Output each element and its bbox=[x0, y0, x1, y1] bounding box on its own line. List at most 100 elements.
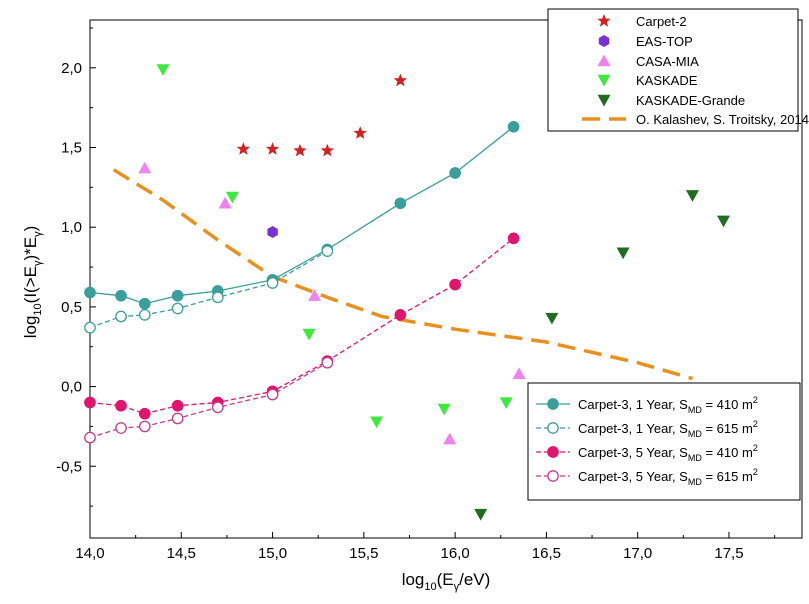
carpet-3-1-year-s-md-410-m-2-point bbox=[115, 289, 127, 302]
y-tick-label: 1,5 bbox=[61, 140, 82, 157]
casa-mia-point bbox=[443, 432, 457, 445]
carpet-3-1-year-s-md-410-m-2-point bbox=[449, 167, 461, 179]
x-tick-label: 15,5 bbox=[349, 545, 378, 562]
y-tick-label: 2,0 bbox=[61, 60, 82, 77]
legend-bottom-2-sup: 2 bbox=[753, 443, 758, 453]
carpet-3-5-year-s-md-615-m-2-point bbox=[84, 431, 96, 444]
legend-bottom-label-1: Carpet-3, 1 Year, SMD = 615 m2 bbox=[578, 419, 758, 439]
legend-top-label-5: O. Kalashev, S. Troitsky, 2014 bbox=[636, 112, 809, 127]
carpet-2-point bbox=[293, 143, 307, 157]
x-tick-label: 17,0 bbox=[623, 545, 652, 562]
legend-bottom-3-pre: Carpet-3, 5 Year, S bbox=[578, 469, 688, 484]
legend-top-label-4: KASKADE-Grande bbox=[636, 93, 745, 108]
carpet-3-1-year-s-md-410-m-2-point bbox=[507, 120, 520, 133]
carpet-3-5-year-s-md-615-m-2-point bbox=[321, 356, 334, 369]
kaskade-point bbox=[437, 403, 451, 416]
y-tick-label: 0,5 bbox=[61, 299, 82, 316]
legend-top-label-3: KASKADE bbox=[636, 73, 698, 88]
axis-ticks: 14,0 14,5 15,0 15,5 16,0 16,5 17,0 17,5 -0,5 0,0 0… bbox=[56, 27, 776, 562]
legend-bottom-0-sup: 2 bbox=[753, 395, 758, 405]
casa-mia-point bbox=[308, 289, 322, 301]
plot-frame bbox=[89, 19, 803, 539]
x-axis-title-sub: γ bbox=[454, 581, 460, 593]
legend-top-label-1: EAS-TOP bbox=[636, 34, 693, 49]
eas-top-point bbox=[267, 226, 278, 238]
y-axis-title: log10(I(>Eγ)*Eγ) bbox=[21, 226, 44, 339]
legend-bottom-0-sub: MD bbox=[688, 405, 702, 415]
legend-bottom-marker-1 bbox=[547, 422, 559, 434]
carpet-3-5-year-s-md-410-m-2-point bbox=[115, 399, 127, 412]
legend-kaskade-marker bbox=[597, 74, 611, 87]
kaskade-grande-point bbox=[474, 508, 488, 521]
carpet-3-1-year-s-md-410-m-2-point bbox=[171, 289, 184, 302]
x-tick-label: 16,0 bbox=[441, 545, 470, 562]
legend-bottom-3-sub: MD bbox=[688, 477, 702, 487]
carpet-3-5-year-s-md-410-m-2-point bbox=[138, 407, 151, 420]
x-axis-title-prefix: log bbox=[402, 570, 425, 589]
legend-top-label-0: Carpet-2 bbox=[636, 14, 687, 29]
carpet-3-1-year-s-md-410-m-2-point bbox=[138, 297, 151, 310]
kaskade-grande-point bbox=[545, 312, 559, 325]
carpet-2-point bbox=[320, 143, 334, 157]
carpet-3-1-year-s-md-615-m-2-point bbox=[138, 309, 151, 321]
carpet-3-5-year-s-md-410-m-2-point bbox=[507, 232, 520, 245]
legend-bottom-1-pre: Carpet-3, 1 Year, S bbox=[578, 421, 688, 436]
legend-top-label-2: CASA-MIA bbox=[636, 54, 699, 69]
y-tick-label: 0,0 bbox=[61, 379, 82, 396]
x-tick-label: 14,0 bbox=[75, 545, 104, 562]
carpet-3-5-year-s-md-410-m-2-point bbox=[449, 278, 461, 291]
carpet-2-point bbox=[353, 126, 367, 139]
carpet-2-point bbox=[265, 142, 280, 155]
casa-mia-point bbox=[138, 161, 152, 174]
carpet-3-1-year-s-md-615-m-2-point bbox=[266, 277, 279, 289]
legend-bottom-1-sup: 2 bbox=[753, 419, 758, 429]
legend-bottom-marker-3 bbox=[547, 470, 559, 482]
y-axis-title-sub2: γ bbox=[32, 231, 44, 237]
legend-carpet-2-marker bbox=[597, 14, 611, 27]
x-axis-title: log10(Eγ/eV) bbox=[402, 570, 491, 593]
legend-bottom-label-2: Carpet-3, 5 Year, SMD = 410 m2 bbox=[578, 443, 758, 463]
legend-bottom-1-post: = 615 m bbox=[702, 421, 753, 436]
x-tick-label: 15,0 bbox=[258, 545, 287, 562]
legend-bottom-1-sub: MD bbox=[688, 429, 702, 439]
y-axis-title-sub1: γ bbox=[32, 260, 44, 266]
legend-bottom-0-pre: Carpet-3, 1 Year, S bbox=[578, 397, 688, 412]
carpet-3-5-year-s-md-410-m-2-line bbox=[89, 237, 514, 415]
x-axis-title-tail: /eV) bbox=[459, 570, 490, 589]
legend-bottom-label-0: Carpet-3, 1 Year, SMD = 410 m2 bbox=[578, 395, 758, 415]
o-kalashev-s-troitsky-2014-line bbox=[112, 168, 693, 381]
carpet-3-5-year-s-md-615-m-2-point bbox=[171, 412, 184, 425]
legend-bottom-2-pre: Carpet-3, 5 Year, S bbox=[578, 445, 688, 460]
legend-bottom-markers bbox=[536, 398, 570, 482]
carpet-3-1-year-s-md-615-m-2-point bbox=[84, 321, 96, 334]
carpet-2-point bbox=[236, 142, 250, 155]
carpet-3-5-year-s-md-410-m-2-point bbox=[84, 396, 96, 409]
legend-bottom-3-sup: 2 bbox=[753, 467, 758, 477]
legend-bottom-0-post: = 410 m bbox=[702, 397, 753, 412]
x-tick-label: 17,5 bbox=[714, 545, 743, 562]
series-layer bbox=[84, 64, 730, 521]
carpet-3-5-year-s-md-615-m-2-point bbox=[138, 420, 151, 433]
carpet-3-1-year-s-md-615-m-2-point bbox=[321, 245, 334, 257]
y-axis-title-a: (I(>E bbox=[21, 266, 40, 303]
carpet-3-5-year-s-md-615-m-2-point bbox=[115, 422, 127, 434]
y-axis-title-prefix: log bbox=[21, 316, 40, 339]
legend-bottom-2-sub: MD bbox=[688, 453, 702, 463]
kaskade-point bbox=[370, 416, 384, 429]
x-axis-title-base: 10 bbox=[424, 581, 436, 593]
carpet-2-point bbox=[393, 73, 407, 87]
kaskade-point bbox=[225, 191, 239, 204]
carpet-3-5-year-s-md-615-m-2-point bbox=[266, 388, 279, 401]
legend-bottom-marker-0 bbox=[547, 398, 559, 410]
carpet-3-5-year-s-md-410-m-2-point bbox=[171, 399, 184, 412]
y-tick-label: 1,0 bbox=[61, 219, 82, 236]
legend-bottom-box bbox=[527, 382, 801, 501]
kaskade-point bbox=[302, 328, 316, 341]
kaskade-point bbox=[156, 64, 170, 76]
carpet-3-5-year-s-md-615-m-2-point bbox=[211, 401, 224, 414]
y-axis-title-c: ) bbox=[21, 226, 40, 232]
legend-bottom-marker-2 bbox=[547, 446, 559, 458]
x-tick-label: 14,5 bbox=[167, 545, 196, 562]
carpet-3-1-year-s-md-410-m-2-point bbox=[394, 197, 407, 210]
